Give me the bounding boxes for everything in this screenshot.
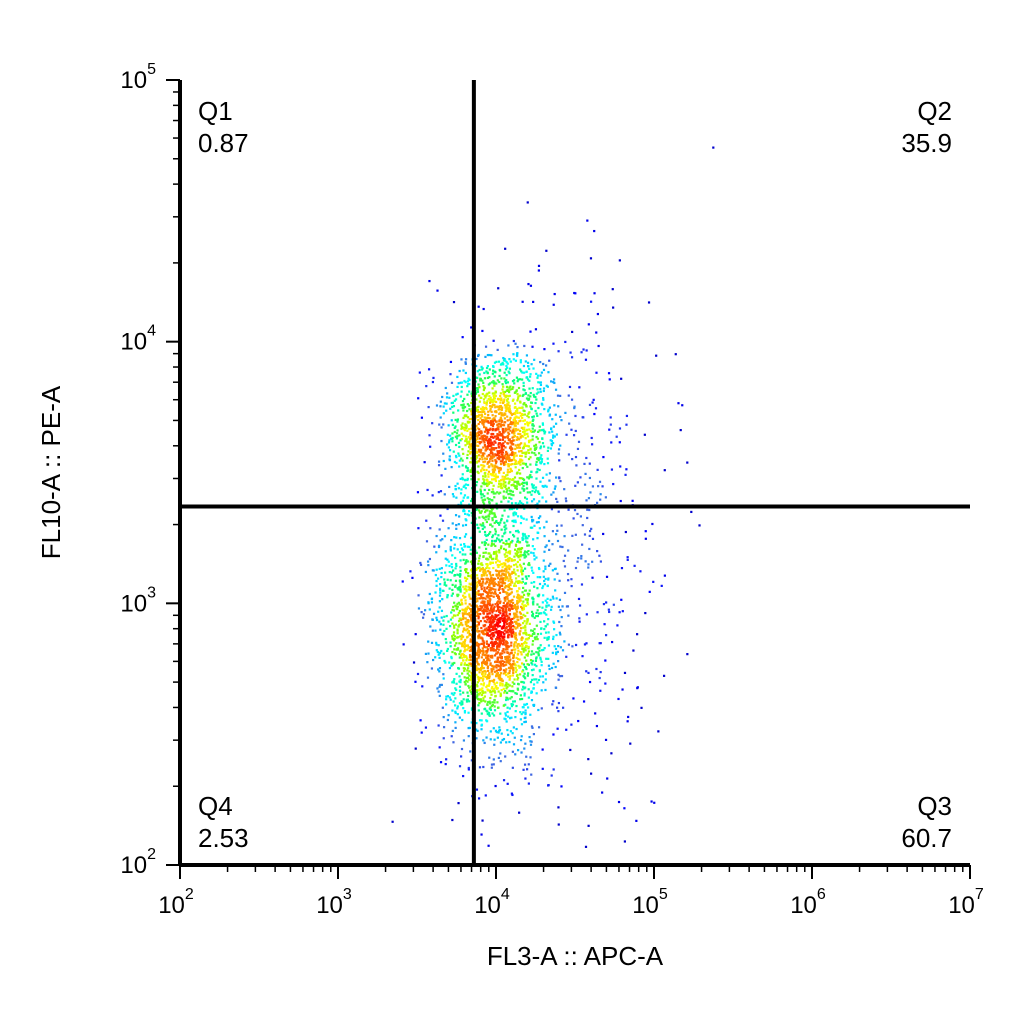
x-axis-label: FL3-A :: APC-A — [487, 941, 664, 971]
y-axis-label: FL10-A :: PE-A — [36, 385, 66, 559]
quadrant-value: 60.7 — [901, 823, 952, 853]
quadrant-value: 0.87 — [198, 128, 249, 158]
quadrant-name: Q1 — [198, 96, 233, 126]
quadrant-value: 35.9 — [901, 128, 952, 158]
flow-cytometry-plot: 102103104105106107102103104105FL3-A :: A… — [0, 0, 1009, 1011]
quadrant-name: Q4 — [198, 791, 233, 821]
quadrant-value: 2.53 — [198, 823, 249, 853]
quadrant-name: Q2 — [917, 96, 952, 126]
quadrant-name: Q3 — [917, 791, 952, 821]
